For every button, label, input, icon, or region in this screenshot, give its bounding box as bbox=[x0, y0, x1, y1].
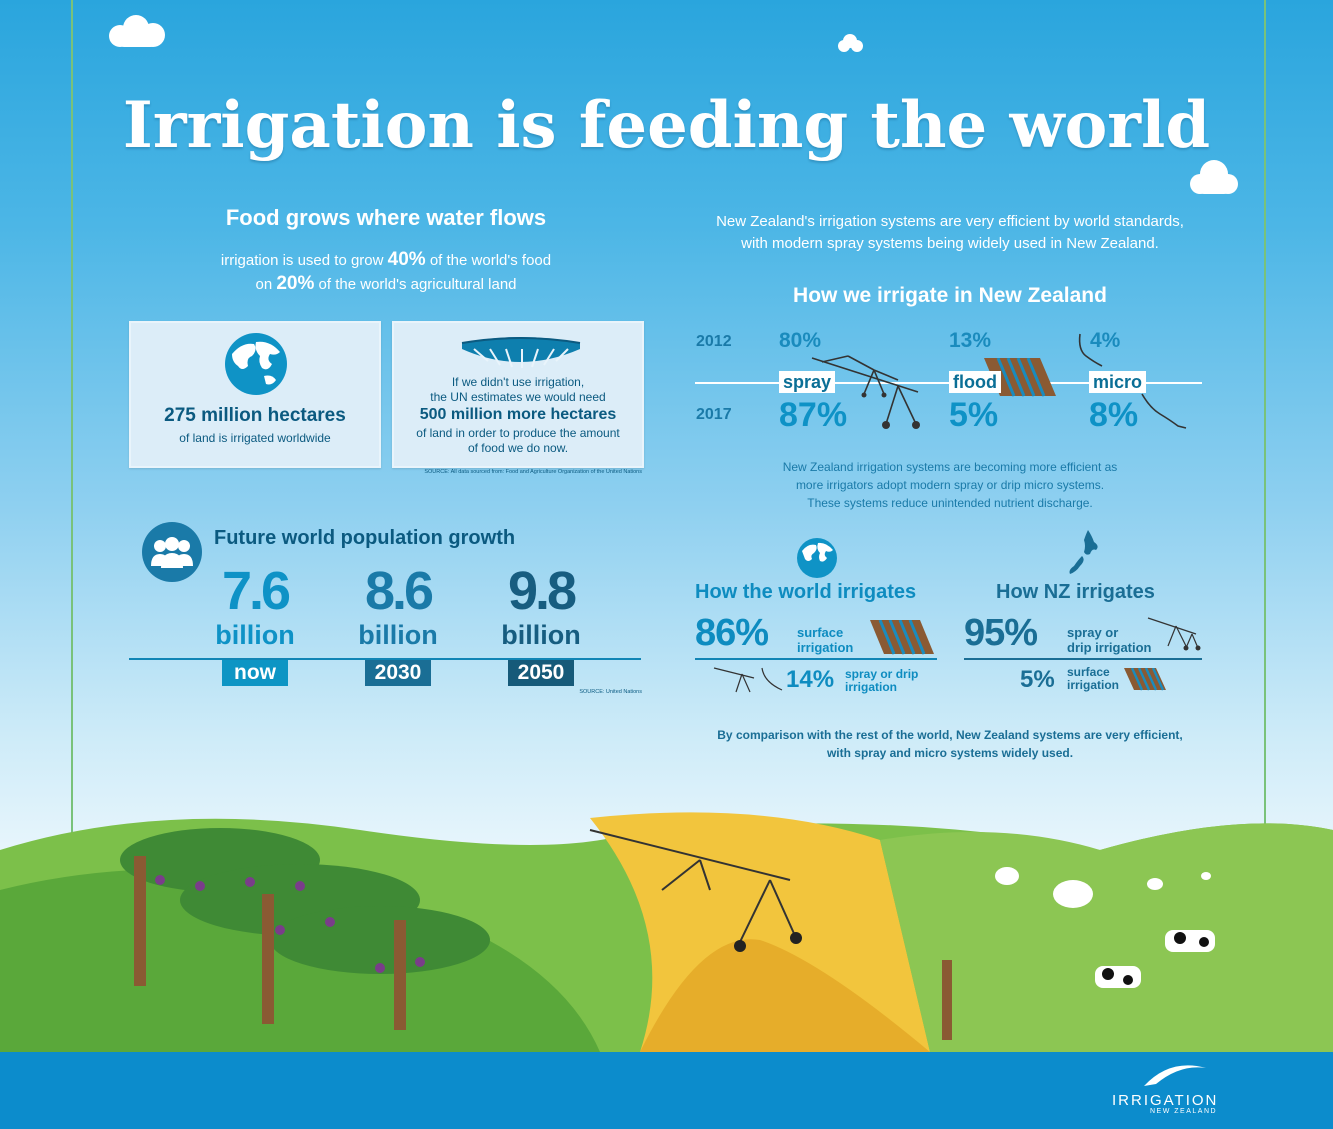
source-note: SOURCE: All data sourced from: Food and … bbox=[424, 469, 642, 475]
method-divider bbox=[695, 382, 1202, 384]
spray-label: spray bbox=[779, 371, 836, 393]
nz-irrigate-heading: How we irrigate in New Zealand bbox=[793, 284, 1107, 307]
world-surface-label: surface irrigation bbox=[797, 625, 854, 655]
surface-field-icon bbox=[870, 620, 934, 655]
surface-field-icon bbox=[1124, 668, 1166, 691]
flood-2012-pct: 13% bbox=[949, 329, 992, 352]
year-tag-2030: 2030 bbox=[365, 660, 431, 686]
box2-text-top: If we didn't use irrigation, the UN estim… bbox=[430, 375, 606, 404]
farm-landscape-illustration bbox=[0, 812, 1333, 1052]
box1-big-text: 275 million hectares bbox=[164, 405, 346, 426]
micro-label: micro bbox=[1089, 371, 1147, 393]
nz-surface-pct: 5% bbox=[1020, 666, 1055, 693]
left-border-line bbox=[71, 0, 73, 1060]
right-intro: New Zealand's irrigation systems are ver… bbox=[716, 213, 1184, 252]
nz-irrigates-heading: How NZ irrigates bbox=[996, 581, 1155, 603]
left-intro: irrigation is used to grow 40% of the wo… bbox=[220, 249, 552, 294]
globe-icon bbox=[225, 333, 287, 395]
people-icon bbox=[142, 522, 202, 582]
year-tag-now: now bbox=[222, 660, 288, 686]
flood-field-icon bbox=[984, 358, 1056, 397]
population-divider bbox=[129, 658, 641, 660]
cloud-icon bbox=[838, 34, 863, 52]
nz-spray-pct: 95% bbox=[964, 612, 1038, 654]
spray-2017-pct: 87% bbox=[779, 396, 848, 434]
drip-line-icon bbox=[1141, 393, 1187, 429]
logo-subtext: NEW ZEALAND bbox=[1150, 1108, 1218, 1115]
population-value-now: 7.6 bbox=[221, 561, 291, 621]
nz-divider bbox=[964, 658, 1202, 660]
world-divider bbox=[695, 658, 937, 660]
world-surface-pct: 86% bbox=[695, 612, 769, 654]
stat-box-more-land: If we didn't use irrigation, the UN estim… bbox=[392, 321, 644, 468]
cloud-icon bbox=[1190, 160, 1238, 194]
population-value-2030: 8.6 bbox=[364, 561, 434, 621]
nz-map-icon bbox=[1069, 530, 1098, 574]
micro-2017-pct: 8% bbox=[1089, 396, 1139, 434]
population-unit-2050: billion bbox=[501, 620, 581, 650]
logo-swoosh-icon bbox=[1144, 1065, 1206, 1086]
efficiency-note: New Zealand irrigation systems are becom… bbox=[782, 460, 1118, 510]
globe-icon bbox=[797, 538, 837, 578]
population-value-2050: 9.8 bbox=[507, 561, 577, 621]
world-spray-pct: 14% bbox=[786, 666, 835, 693]
nz-spray-label: spray or drip irrigation bbox=[1067, 625, 1152, 655]
page-title: Irrigation is feeding the world bbox=[122, 88, 1211, 163]
box1-small-text: of land is irrigated worldwide bbox=[179, 431, 331, 445]
population-unit-2030: billion bbox=[358, 620, 438, 650]
box2-big-text: 500 million more hectares bbox=[419, 406, 617, 423]
footer-band bbox=[0, 1052, 1333, 1129]
drip-line-icon bbox=[1078, 333, 1103, 367]
population-heading: Future world population growth bbox=[214, 527, 516, 549]
spray-2012-pct: 80% bbox=[779, 329, 822, 352]
nz-surface-label: surface irrigation bbox=[1067, 665, 1120, 692]
field-icon bbox=[461, 337, 581, 368]
year-2012: 2012 bbox=[696, 333, 732, 350]
flood-label: flood bbox=[949, 371, 1001, 393]
logo-text: IRRIGATION bbox=[1112, 1092, 1219, 1109]
year-2017: 2017 bbox=[696, 406, 732, 423]
micro-2012-pct: 4% bbox=[1090, 329, 1121, 352]
pivot-sprinkler-icon bbox=[713, 667, 783, 693]
right-border-line bbox=[1264, 0, 1266, 1060]
flood-2017-pct: 5% bbox=[949, 396, 999, 434]
stat-box-irrigated-land: 275 million hectares of land is irrigate… bbox=[129, 321, 381, 468]
population-unit-now: billion bbox=[215, 620, 295, 650]
left-heading: Food grows where water flows bbox=[225, 205, 547, 230]
pivot-sprinkler-icon bbox=[1147, 617, 1201, 651]
box2-text-bottom: of land in order to produce the amount of… bbox=[416, 426, 620, 455]
world-spray-label: spray or drip irrigation bbox=[845, 667, 919, 694]
pivot-sprinkler-icon bbox=[811, 355, 920, 429]
world-irrigates-heading: How the world irrigates bbox=[695, 581, 917, 603]
comparison-note: By comparison with the rest of the world… bbox=[717, 728, 1183, 760]
cloud-icon bbox=[109, 15, 165, 47]
year-tag-2050: 2050 bbox=[508, 660, 574, 686]
population-source: SOURCE: United Nations bbox=[579, 689, 642, 695]
